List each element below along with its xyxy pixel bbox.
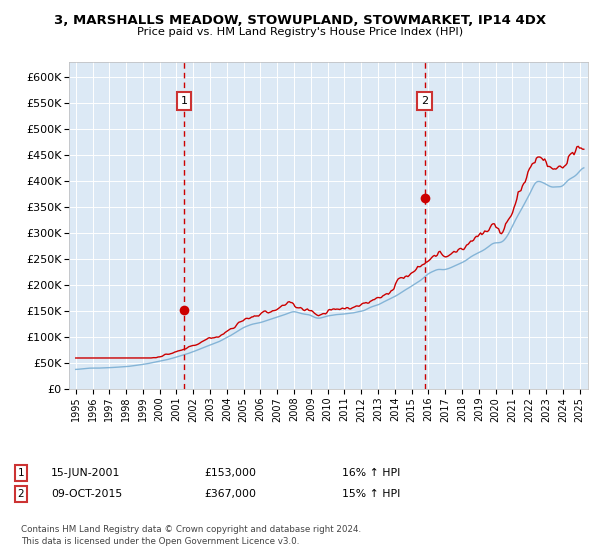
Text: 1: 1 — [17, 468, 25, 478]
Text: Contains HM Land Registry data © Crown copyright and database right 2024.
This d: Contains HM Land Registry data © Crown c… — [21, 525, 361, 546]
Text: 2: 2 — [17, 489, 25, 499]
Text: 3, MARSHALLS MEADOW, STOWUPLAND, STOWMARKET, IP14 4DX: 3, MARSHALLS MEADOW, STOWUPLAND, STOWMAR… — [54, 14, 546, 27]
Text: £367,000: £367,000 — [204, 489, 256, 499]
Text: 15% ↑ HPI: 15% ↑ HPI — [342, 489, 400, 499]
Text: 09-OCT-2015: 09-OCT-2015 — [51, 489, 122, 499]
Text: 16% ↑ HPI: 16% ↑ HPI — [342, 468, 400, 478]
Text: £153,000: £153,000 — [204, 468, 256, 478]
Text: Price paid vs. HM Land Registry's House Price Index (HPI): Price paid vs. HM Land Registry's House … — [137, 27, 463, 37]
Text: 1: 1 — [181, 96, 188, 106]
Text: 2: 2 — [421, 96, 428, 106]
Text: 15-JUN-2001: 15-JUN-2001 — [51, 468, 121, 478]
